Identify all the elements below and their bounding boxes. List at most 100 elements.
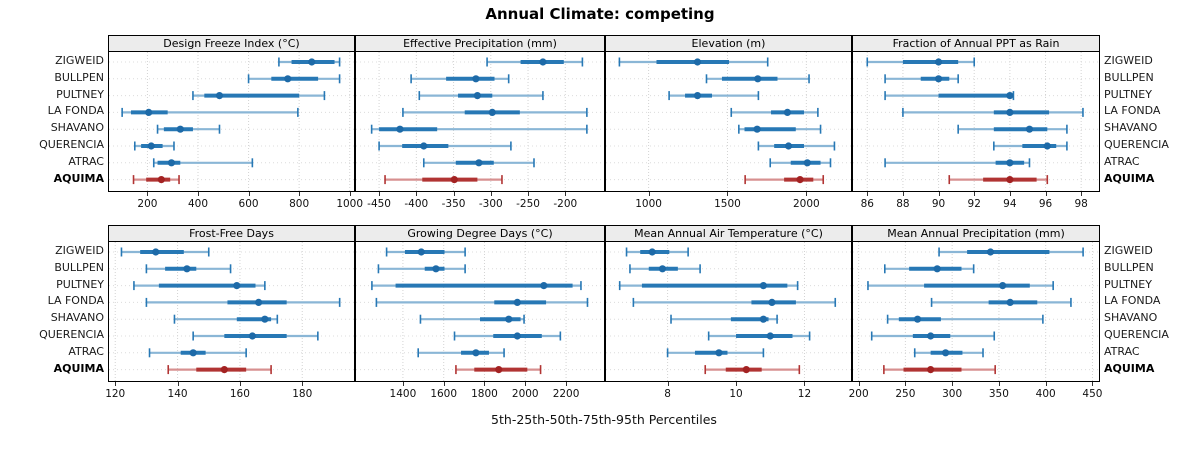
axis-tick (416, 192, 418, 196)
panel-strip-effective-precipitation-mm: Effective Precipitation (mm) (355, 35, 605, 52)
axis-tick (727, 192, 729, 196)
axis-tick (115, 382, 117, 386)
axis-tick-label: 1500 (714, 198, 741, 210)
axis-tick (443, 382, 445, 386)
site-label-pultney: PULTNEY (1104, 87, 1152, 101)
percentile-plot (109, 52, 354, 191)
axis-tick-label: 160 (229, 388, 250, 400)
axis-tick (299, 192, 301, 196)
site-labels-left-row1: ZIGWEID BULLPEN PULTNEY LA FONDA SHAVANO QUER… (0, 241, 104, 382)
site-label-shavano: SHAVANO (50, 311, 104, 325)
panel-strip-frost-free-days: Frost-Free Days (108, 225, 355, 242)
axis-tick-label: 400 (187, 198, 208, 210)
site-label-bullpen: BULLPEN (1104, 70, 1154, 84)
axis-tick (147, 192, 149, 196)
axis-tick (667, 382, 669, 386)
site-label-shavano: SHAVANO (1104, 121, 1158, 135)
percentile-plot (356, 242, 604, 381)
panel-strip-mean-annual-air-temperature-c: Mean Annual Air Temperature (°C) (605, 225, 852, 242)
site-label-la-fonda: LA FONDA (47, 104, 104, 118)
axis-tick (453, 192, 455, 196)
site-labels-right-row0: ZIGWEID BULLPEN PULTNEY LA FONDA SHAVANO QUER… (1104, 51, 1196, 192)
axis-tick (490, 192, 492, 196)
axis-tick-label: 200 (848, 388, 869, 400)
axis-tick-label: 450 (1082, 388, 1103, 400)
axis-tick-label: 94 (1003, 198, 1017, 210)
axis-tick-label: 8 (664, 388, 671, 400)
axis-tick (974, 192, 976, 196)
axis-tick-label: 1800 (471, 388, 498, 400)
site-labels-left-row0: ZIGWEID BULLPEN PULTNEY LA FONDA SHAVANO QUER… (0, 51, 104, 192)
panel-mean-annual-air-temperature-c (605, 241, 852, 382)
axis-tick (402, 382, 404, 386)
axis-tick-label: 98 (1074, 198, 1088, 210)
axis-tick-label: 120 (105, 388, 126, 400)
site-label-atrac: ATRAC (1104, 344, 1140, 358)
panel-frost-free-days (108, 241, 355, 382)
panel-strip-elevation-m: Elevation (m) (605, 35, 852, 52)
axis-tick-label: 12 (797, 388, 812, 400)
axis-tick-label: 800 (289, 198, 310, 210)
axis-tick-label: 2000 (792, 198, 820, 210)
axis-tick (806, 192, 808, 196)
axis-tick (197, 192, 199, 196)
site-label-pultney: PULTNEY (56, 87, 104, 101)
site-label-pultney: PULTNEY (1104, 277, 1152, 291)
site-label-zigweid: ZIGWEID (55, 244, 104, 257)
panel-growing-degree-days-c (355, 241, 605, 382)
axis-tick-label: 1400 (389, 388, 417, 400)
axis-tick-label: 96 (1038, 198, 1053, 210)
panel-strip-design-freeze-index-c: Design Freeze Index (°C) (108, 35, 355, 52)
axis-tick (867, 192, 869, 196)
panel-elevation-m (605, 51, 852, 192)
site-label-atrac: ATRAC (68, 344, 104, 358)
panel-strip-mean-annual-precipitation-mm: Mean Annual Precipitation (mm) (852, 225, 1100, 242)
site-label-atrac: ATRAC (1104, 154, 1140, 168)
axis-tick-label: 2000 (511, 388, 539, 400)
axis-tick (565, 192, 567, 196)
axis-tick (998, 382, 1000, 386)
figure-title: Annual Climate: competing (485, 5, 715, 23)
percentile-plot (853, 52, 1099, 191)
axis-tick-label: 350 (988, 388, 1009, 400)
axis-tick (1081, 192, 1083, 196)
site-label-shavano: SHAVANO (50, 121, 104, 135)
axis-tick (379, 192, 381, 196)
axis-tick-label: 140 (167, 388, 188, 400)
panel-effective-precipitation-mm (355, 51, 605, 192)
axis-tick (484, 382, 486, 386)
axis-tick-label: 1600 (430, 388, 458, 400)
axis-tick-label: 600 (238, 198, 259, 210)
axis-tick-label: 10 (729, 388, 743, 400)
site-label-aquima: AQUIMA (53, 171, 104, 185)
axis-tick (938, 192, 940, 196)
axis-tick (239, 382, 241, 386)
panel-strip-growing-degree-days-c: Growing Degree Days (°C) (355, 225, 605, 242)
site-label-aquima: AQUIMA (1104, 171, 1155, 185)
axis-tick (566, 382, 568, 386)
site-label-la-fonda: LA FONDA (1104, 294, 1161, 308)
axis-tick (648, 192, 650, 196)
site-label-bullpen: BULLPEN (54, 70, 104, 84)
axis-tick (858, 382, 860, 386)
axis-tick-label: -250 (516, 198, 540, 210)
axis-tick-label: 1000 (336, 198, 364, 210)
axis-tick (952, 382, 954, 386)
site-label-querencia: QUERENCIA (39, 138, 104, 151)
site-label-la-fonda: LA FONDA (47, 294, 104, 308)
site-label-aquima: AQUIMA (1104, 361, 1155, 375)
axis-tick-label: 90 (931, 198, 946, 210)
axis-tick-label: -400 (404, 198, 429, 210)
site-label-querencia: QUERENCIA (39, 328, 104, 341)
axis-tick-label: 86 (860, 198, 874, 210)
site-label-bullpen: BULLPEN (54, 260, 104, 274)
axis-tick (1045, 192, 1047, 196)
axis-tick-label: -300 (478, 198, 503, 210)
axis-tick-label: 200 (137, 198, 158, 210)
axis-tick-label: 92 (967, 198, 981, 210)
site-label-pultney: PULTNEY (56, 277, 104, 291)
axis-tick-label: 250 (895, 388, 916, 400)
site-label-zigweid: ZIGWEID (55, 54, 104, 67)
axis-tick-label: 1000 (635, 198, 662, 210)
